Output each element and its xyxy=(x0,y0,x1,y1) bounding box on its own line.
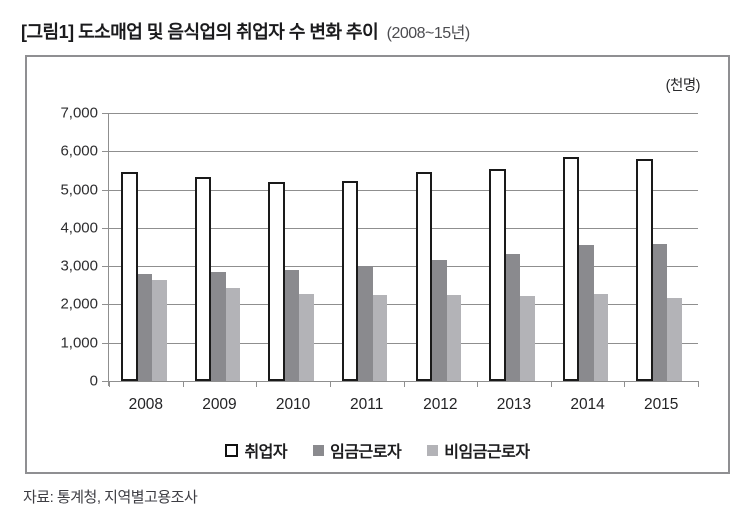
bar-non-wage-workers-2008 xyxy=(152,279,167,381)
y-axis-tick xyxy=(102,113,108,114)
x-axis-tick xyxy=(329,381,331,387)
x-axis-label: 2015 xyxy=(643,396,679,413)
legend-item-employed: 취업자 xyxy=(225,438,288,462)
bar-non-wage-workers-2014 xyxy=(593,293,609,381)
x-axis-tick xyxy=(477,381,479,387)
x-axis-tick xyxy=(109,381,110,387)
bar-employed-2013 xyxy=(489,168,506,381)
bar-non-wage-workers-2012 xyxy=(446,294,461,381)
x-axis-label: 2014 xyxy=(570,396,605,413)
legend-swatch-employed xyxy=(225,443,239,457)
gridline xyxy=(109,266,698,268)
unit-label: (천명) xyxy=(665,78,701,94)
bar-wage-workers-2015 xyxy=(652,244,668,381)
bar-employed-2010 xyxy=(268,182,285,381)
legend-label-employed: 취업자 xyxy=(244,444,288,461)
x-axis-tick xyxy=(182,381,184,387)
chart-container: (천명) 7,000 6,000 5,000 4,000 3,000 2,000 1,000… xyxy=(25,55,730,474)
x-axis-tick xyxy=(403,381,405,387)
bar-wage-workers-2009 xyxy=(211,271,226,381)
x-axis-label: 2009 xyxy=(202,396,237,413)
bar-wage-workers-2013 xyxy=(505,254,521,381)
y-axis-tick xyxy=(102,381,108,382)
legend-item-wage-workers: 임금근로자 xyxy=(313,438,402,462)
bar-wage-workers-2008 xyxy=(137,274,152,381)
bar-wage-workers-2010 xyxy=(284,269,300,381)
legend-label-non-wage-workers: 비임금근로자 xyxy=(444,444,530,461)
y-axis-label: 2,000 xyxy=(60,295,98,313)
y-axis-label: 5,000 xyxy=(60,181,98,199)
bar-non-wage-workers-2009 xyxy=(225,288,241,381)
gridline xyxy=(109,342,698,344)
gridline xyxy=(109,113,698,114)
y-axis-tick xyxy=(102,266,108,268)
source-note: 자료: 통계청, 지역별고용조사 xyxy=(23,489,198,506)
y-axis xyxy=(108,113,109,386)
bar-wage-workers-2014 xyxy=(579,245,594,381)
y-axis-label: 0 xyxy=(89,372,98,390)
legend: 취업자 임금근로자 비임금근로자 xyxy=(27,438,728,462)
y-axis-tick xyxy=(102,227,108,229)
figure-title-period: (2008~15년) xyxy=(386,25,471,42)
figure-title-main: [그림1] 도소매업 및 음식업의 취업자 수 변화 추이 xyxy=(21,22,379,42)
legend-item-non-wage-workers: 비임금근로자 xyxy=(427,438,530,462)
x-axis-label: 2013 xyxy=(496,396,532,413)
y-axis-tick xyxy=(102,342,108,344)
gridline xyxy=(109,151,698,153)
x-axis-label: 2012 xyxy=(423,396,458,413)
y-axis-tick xyxy=(102,151,108,153)
gridline xyxy=(109,304,698,306)
bar-wage-workers-2012 xyxy=(432,260,447,381)
bar-employed-2011 xyxy=(341,181,359,381)
x-axis-label: 2010 xyxy=(275,396,311,413)
bar-employed-2015 xyxy=(636,159,653,381)
figure-title: [그림1] 도소매업 및 음식업의 취업자 수 변화 추이 (2008~15년) xyxy=(21,18,470,44)
x-axis-label: 2008 xyxy=(128,396,164,413)
x-axis-label: 2011 xyxy=(350,396,384,413)
gridline xyxy=(109,189,698,191)
gridline xyxy=(109,227,698,229)
y-axis-label: 4,000 xyxy=(60,219,98,237)
plot-area: 7,000 6,000 5,000 4,000 3,000 2,000 1,000 0 2008… xyxy=(60,105,699,413)
legend-swatch-non-wage-workers xyxy=(427,444,439,456)
x-axis-tick xyxy=(624,381,626,387)
bar-non-wage-workers-2015 xyxy=(667,297,682,381)
bar-non-wage-workers-2010 xyxy=(299,293,314,381)
x-axis-tick xyxy=(256,381,258,387)
bar-employed-2014 xyxy=(562,157,580,381)
bar-employed-2008 xyxy=(121,171,138,381)
bar-wage-workers-2011 xyxy=(358,265,373,381)
y-axis-label: 3,000 xyxy=(60,257,98,275)
x-axis-tick xyxy=(698,381,699,387)
legend-label-wage-workers: 임금근로자 xyxy=(330,444,402,461)
legend-swatch-wage-workers xyxy=(313,444,325,456)
bar-employed-2009 xyxy=(194,176,212,381)
x-axis-tick xyxy=(550,381,552,387)
y-axis-label: 6,000 xyxy=(60,142,98,160)
bar-non-wage-workers-2013 xyxy=(520,296,535,381)
y-axis-tick xyxy=(102,189,108,191)
y-axis-label: 1,000 xyxy=(60,334,98,352)
y-axis-tick xyxy=(102,304,108,306)
bar-employed-2012 xyxy=(415,171,432,381)
y-axis-label: 7,000 xyxy=(60,104,98,122)
bar-non-wage-workers-2011 xyxy=(372,295,388,381)
